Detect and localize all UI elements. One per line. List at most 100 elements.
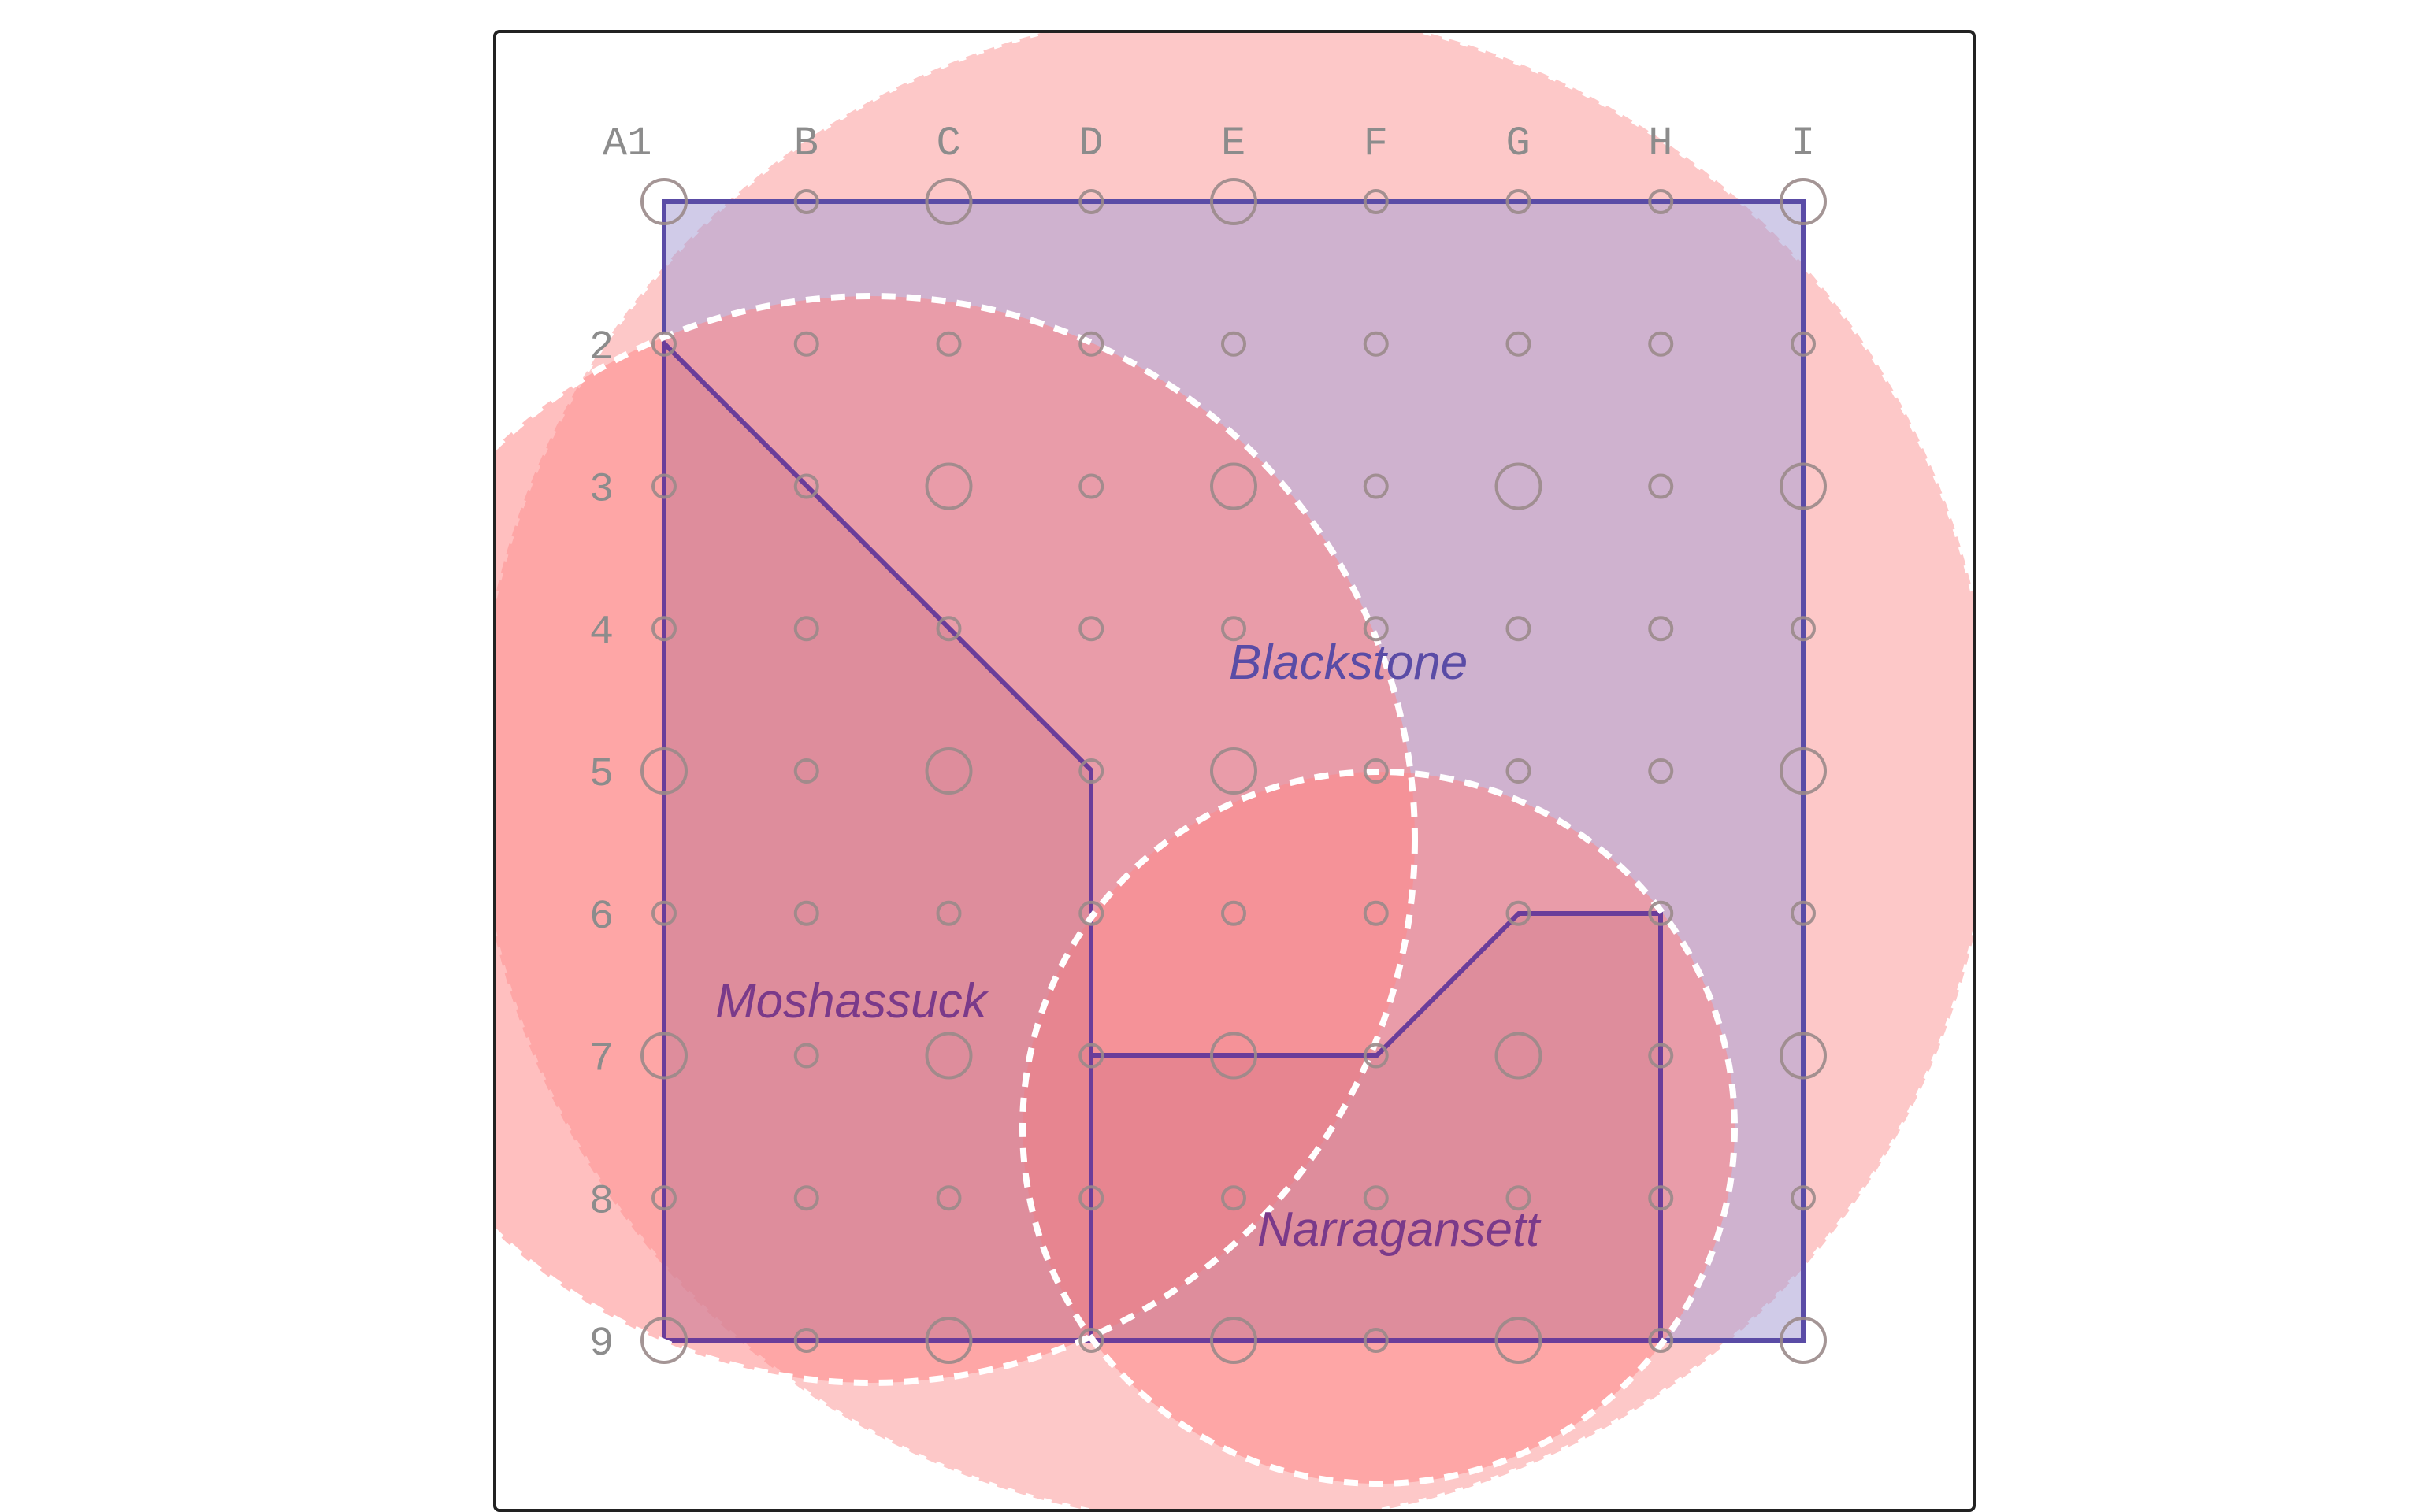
grid-point-d3[interactable] [1078,473,1104,499]
grid-point-i3[interactable] [1780,462,1827,510]
grid-point-i7[interactable] [1780,1032,1827,1080]
row-labels: 2 3 4 5 6 7 8 9 [589,324,614,1367]
grid-point-d8[interactable] [1078,1185,1104,1211]
column-label-c: C [937,120,961,167]
grid-point-b8[interactable] [793,1185,819,1211]
grid-point-h2[interactable] [1648,331,1674,357]
grid-point-e3[interactable] [1210,462,1257,510]
grid-point-h6[interactable] [1648,900,1674,926]
grid-point-c7[interactable] [925,1032,973,1080]
grid-point-a9[interactable] [640,1317,688,1364]
grid-point-g5[interactable] [1505,758,1531,784]
grid-point-b2[interactable] [793,331,819,357]
grid-point-b7[interactable] [793,1043,819,1069]
column-label-a: A1 [603,120,651,167]
grid-point-a5[interactable] [640,747,688,795]
grid-point-c1[interactable] [925,178,973,225]
grid-point-a4[interactable] [651,616,677,642]
grid-point-f6[interactable] [1363,900,1389,926]
grid-point-h5[interactable] [1648,758,1674,784]
grid-point-d5[interactable] [1078,758,1104,784]
grid-point-e5[interactable] [1210,747,1257,795]
grid-point-h1[interactable] [1648,189,1674,214]
grid-point-c4[interactable] [936,616,962,642]
moshassuck-dashed-boundary [495,293,1418,1386]
grid-point-g9[interactable] [1494,1317,1542,1364]
column-label-f: F [1364,120,1388,167]
grid-point-f5[interactable] [1363,758,1389,784]
grid-point-h9[interactable] [1648,1328,1674,1353]
grid-point-b3[interactable] [793,473,819,499]
grid-point-b4[interactable] [793,616,819,642]
grid-point-d6[interactable] [1078,900,1104,926]
board-frame [493,30,1976,1512]
grid-point-c6[interactable] [936,900,962,926]
grid-point-f1[interactable] [1363,189,1389,214]
grid-point-e2[interactable] [1221,331,1246,357]
grid-point-g6[interactable] [1505,900,1531,926]
row-label-4: 4 [589,609,614,655]
row-label-3: 3 [589,467,614,513]
grid-point-h4[interactable] [1648,616,1674,642]
grid-point-c8[interactable] [936,1185,962,1211]
grid-point-e1[interactable] [1210,178,1257,225]
grid-point-e6[interactable] [1221,900,1246,926]
grid-point-b6[interactable] [793,900,819,926]
grid-point-i6[interactable] [1791,900,1816,926]
grid-point-a6[interactable] [651,900,677,926]
grid-point-h7[interactable] [1648,1043,1674,1069]
grid-point-f3[interactable] [1363,473,1389,499]
grid-point-d1[interactable] [1078,189,1104,214]
grid-point-a3[interactable] [651,473,677,499]
moshassuck-label: Moshassuck [715,974,989,1028]
grid-point-e4[interactable] [1221,616,1246,642]
grid-point-e9[interactable] [1210,1317,1257,1364]
grid-point-h3[interactable] [1648,473,1674,499]
column-label-i: I [1791,120,1815,167]
grid-point-f9[interactable] [1363,1328,1389,1353]
column-label-e: E [1221,120,1245,167]
row-label-5: 5 [589,751,614,798]
blackstone-label: Blackstone [1229,636,1468,690]
grid-point-b5[interactable] [793,758,819,784]
grid-point-g2[interactable] [1505,331,1531,357]
grid-point-g3[interactable] [1494,462,1542,510]
grid-point-i9[interactable] [1780,1317,1827,1364]
grid-point-d2[interactable] [1078,331,1104,357]
grid-point-g4[interactable] [1505,616,1531,642]
grid-point-e8[interactable] [1221,1185,1246,1211]
grid-point-g7[interactable] [1494,1032,1542,1080]
grid-point-d9[interactable] [1078,1328,1104,1353]
grid-point-d4[interactable] [1078,616,1104,642]
grid-point-i8[interactable] [1791,1185,1816,1211]
grid-point-c3[interactable] [925,462,973,510]
row-label-9: 9 [589,1321,614,1367]
grid-point-g1[interactable] [1505,189,1531,214]
grid-point-b9[interactable] [793,1328,819,1353]
grid-point-f7[interactable] [1363,1043,1389,1069]
row-label-6: 6 [589,894,614,940]
grid-point-c5[interactable] [925,747,973,795]
grid-point-i5[interactable] [1780,747,1827,795]
grid-point-a2[interactable] [651,331,677,357]
grid-point-e7[interactable] [1210,1032,1257,1080]
grid-point-f2[interactable] [1363,331,1389,357]
grid-point-i2[interactable] [1791,331,1816,357]
grid-point-a8[interactable] [651,1185,677,1211]
row-label-7: 7 [589,1036,614,1083]
column-label-d: D [1078,120,1103,167]
grid-point-c9[interactable] [925,1317,973,1364]
grid-point-g8[interactable] [1505,1185,1531,1211]
grid-point-c2[interactable] [936,331,962,357]
grid-point-f8[interactable] [1363,1185,1389,1211]
grid-point-f4[interactable] [1363,616,1389,642]
row-label-2: 2 [589,324,614,371]
row-label-8: 8 [589,1178,614,1225]
grid-point-a7[interactable] [640,1032,688,1080]
grid-point-b1[interactable] [793,189,819,214]
grid-point-a1[interactable] [640,178,688,225]
grid-point-i4[interactable] [1791,616,1816,642]
grid-point-i1[interactable] [1780,178,1827,225]
grid-point-h8[interactable] [1648,1185,1674,1211]
grid-point-d7[interactable] [1078,1043,1104,1069]
